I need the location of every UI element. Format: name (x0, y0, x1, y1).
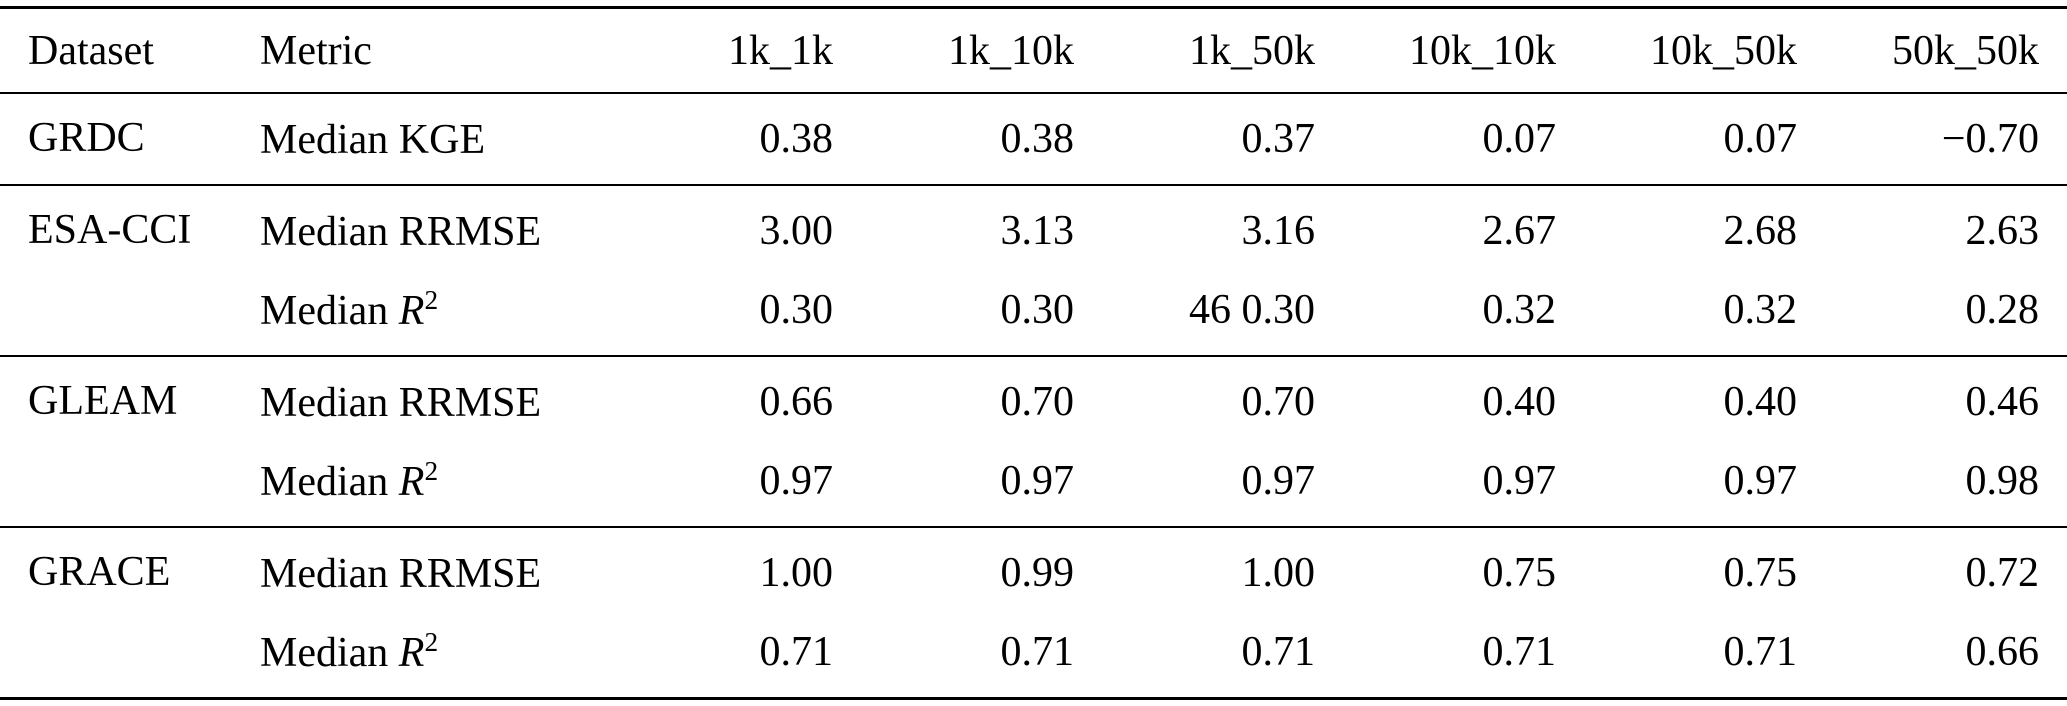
metric-text: Median RRMSE (260, 209, 542, 255)
metric-variable: R (398, 287, 425, 334)
table-row: Median R2 0.71 0.71 0.71 0.71 0.71 0.66 (0, 613, 2067, 699)
value-cell: 0.70 (1241, 379, 1316, 425)
value-cell: 1.00 (1241, 550, 1316, 596)
value-cell: 0.71 (1723, 628, 1798, 675)
metric-label: Median RRMSE (250, 356, 620, 442)
value-cell: 0.97 (1723, 457, 1798, 504)
value-cell: 0.75 (1723, 550, 1798, 596)
value-cell: 0.71 (759, 628, 834, 675)
metric-label: Median RRMSE (250, 185, 620, 271)
value-cell: 0.66 (759, 379, 834, 425)
metric-exponent: 2 (424, 455, 439, 486)
value-cell: 46 0.30 (1189, 286, 1315, 333)
value-cell: 0.30 (759, 286, 834, 333)
value-cell: 0.97 (1241, 457, 1316, 504)
value-cell: 0.97 (1000, 457, 1075, 504)
value-cell: 0.71 (1482, 628, 1557, 675)
col-header-10k-10k: 10k_10k (1343, 7, 1584, 94)
value-cell: 0.72 (1965, 550, 2040, 596)
header-row: Dataset Metric 1k_1k 1k_10k 1k_50k 10k_1… (0, 7, 2067, 94)
value-cell: 0.32 (1723, 286, 1798, 333)
col-header-50k-50k: 50k_50k (1825, 7, 2067, 94)
table-row: GLEAM Median RRMSE 0.66 0.70 0.70 0.40 0… (0, 356, 2067, 442)
dataset-label: GRDC (28, 114, 145, 161)
dataset-label: GRACE (28, 549, 171, 595)
metric-label: Median RRMSE (250, 527, 620, 613)
metric-label: Median R2 (250, 442, 620, 528)
value-cell: 0.37 (1241, 115, 1316, 162)
value-cell: 3.16 (1241, 208, 1316, 254)
metric-text: Median KGE (260, 116, 486, 163)
dataset-label: GLEAM (28, 378, 178, 424)
table-row: Median R2 0.97 0.97 0.97 0.97 0.97 0.98 (0, 442, 2067, 528)
value-cell: 0.71 (1241, 628, 1316, 675)
value-cell: 0.28 (1965, 286, 2040, 333)
value-cell: 3.13 (1000, 208, 1075, 254)
col-header-1k-10k: 1k_10k (861, 7, 1102, 94)
value-cell: 0.38 (759, 115, 834, 162)
value-cell: 0.07 (1723, 115, 1798, 162)
metric-text: Median (260, 458, 399, 505)
value-cell: 0.40 (1723, 379, 1798, 425)
col-header-1k-50k: 1k_50k (1102, 7, 1343, 94)
col-header-metric: Metric (250, 7, 620, 94)
value-cell: 0.70 (1000, 379, 1075, 425)
metric-label: Median R2 (250, 613, 620, 699)
value-cell: 0.38 (1000, 115, 1075, 162)
metric-exponent: 2 (424, 626, 439, 657)
value-cell: 0.40 (1482, 379, 1557, 425)
table-row: GRDC Median KGE 0.38 0.38 0.37 0.07 0.07… (0, 93, 2067, 186)
value-cell: 0.66 (1965, 628, 2040, 675)
value-cell: 2.68 (1723, 208, 1798, 254)
group-grdc: GRDC Median KGE 0.38 0.38 0.37 0.07 0.07… (0, 92, 2067, 186)
dataset-label: ESA-CCI (28, 207, 192, 253)
value-cell: 2.63 (1965, 208, 2040, 254)
value-cell: 1.00 (759, 550, 834, 596)
value-cell: 0.07 (1482, 115, 1557, 162)
table-row: Median R2 0.30 0.30 46 0.30 0.32 0.32 0.… (0, 271, 2067, 357)
value-cell: 0.32 (1482, 286, 1557, 333)
results-table: Dataset Metric 1k_1k 1k_10k 1k_50k 10k_1… (0, 6, 2067, 700)
metric-variable: R (398, 458, 425, 505)
value-cell: −0.70 (1941, 115, 2039, 162)
col-header-dataset: Dataset (0, 7, 250, 94)
group-grace: GRACE Median RRMSE 1.00 0.99 1.00 0.75 0… (0, 527, 2067, 699)
value-cell: 0.71 (1000, 628, 1075, 675)
table-row: ESA-CCI Median RRMSE 3.00 3.13 3.16 2.67… (0, 185, 2067, 271)
value-cell: 0.98 (1965, 457, 2040, 504)
metric-label: Median R2 (250, 271, 620, 357)
group-esa-cci: ESA-CCI Median RRMSE 3.00 3.13 3.16 2.67… (0, 185, 2067, 356)
value-cell: 0.97 (1482, 457, 1557, 504)
value-cell: 0.99 (1000, 550, 1075, 596)
metric-text: Median RRMSE (260, 551, 542, 597)
metric-text: Median RRMSE (260, 380, 542, 426)
metric-label: Median KGE (250, 93, 620, 186)
value-cell: 0.97 (759, 457, 834, 504)
metric-text: Median (260, 629, 399, 676)
group-gleam: GLEAM Median RRMSE 0.66 0.70 0.70 0.40 0… (0, 356, 2067, 527)
value-cell: 0.75 (1482, 550, 1557, 596)
value-cell: 0.46 (1965, 379, 2040, 425)
value-cell: 3.00 (759, 208, 834, 254)
value-cell: 2.67 (1482, 208, 1557, 254)
metric-variable: R (398, 629, 425, 676)
table-row: GRACE Median RRMSE 1.00 0.99 1.00 0.75 0… (0, 527, 2067, 613)
metric-text: Median (260, 287, 399, 334)
metric-exponent: 2 (424, 284, 439, 315)
value-cell: 0.30 (1000, 286, 1075, 333)
col-header-1k-1k: 1k_1k (620, 7, 861, 94)
col-header-10k-50k: 10k_50k (1584, 7, 1825, 94)
